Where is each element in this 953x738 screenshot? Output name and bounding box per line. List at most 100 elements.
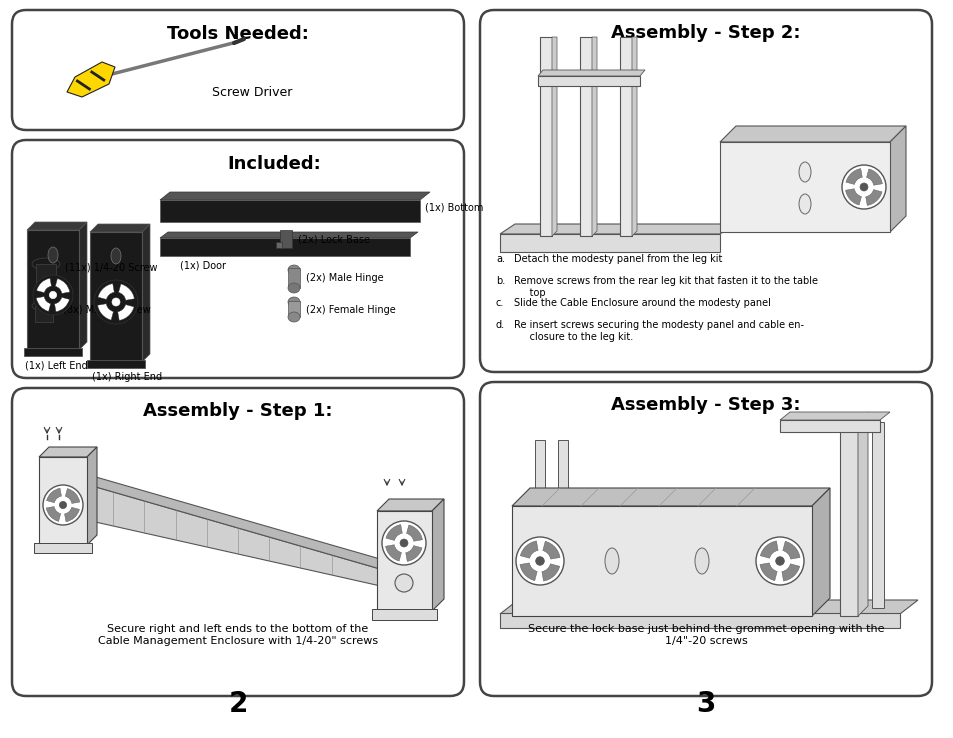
FancyBboxPatch shape (90, 232, 142, 362)
Text: Assembly - Step 1:: Assembly - Step 1: (143, 402, 333, 420)
Circle shape (94, 280, 138, 324)
Ellipse shape (695, 548, 708, 574)
Wedge shape (97, 304, 113, 320)
Polygon shape (720, 126, 905, 142)
FancyBboxPatch shape (512, 506, 811, 616)
Ellipse shape (48, 247, 58, 263)
Wedge shape (47, 489, 61, 503)
Polygon shape (82, 483, 394, 589)
Text: Remove screws from the rear leg kit that fasten it to the table
     top: Remove screws from the rear leg kit that… (514, 276, 817, 297)
Circle shape (755, 537, 803, 585)
Text: b.: b. (496, 276, 505, 286)
Text: (1x) Door: (1x) Door (180, 261, 226, 271)
FancyBboxPatch shape (619, 37, 631, 236)
Polygon shape (39, 447, 97, 457)
Polygon shape (160, 232, 417, 238)
Wedge shape (541, 564, 559, 581)
Wedge shape (782, 541, 800, 559)
Ellipse shape (604, 548, 618, 574)
Text: (2x) Male Hinge: (2x) Male Hinge (306, 273, 383, 283)
FancyBboxPatch shape (39, 457, 87, 545)
Polygon shape (499, 224, 734, 234)
Wedge shape (385, 545, 401, 561)
Polygon shape (592, 37, 597, 236)
Circle shape (775, 556, 783, 565)
Text: (1x) Right End: (1x) Right End (91, 372, 162, 382)
Ellipse shape (32, 258, 60, 270)
Ellipse shape (288, 283, 299, 293)
FancyBboxPatch shape (479, 10, 931, 372)
FancyBboxPatch shape (36, 264, 56, 282)
Ellipse shape (288, 297, 299, 307)
Text: Secure the lock base just behind the grommet opening with the
1/4"-20 screws: Secure the lock base just behind the gro… (527, 624, 883, 646)
Wedge shape (519, 541, 537, 558)
Wedge shape (98, 283, 114, 300)
Wedge shape (781, 564, 799, 581)
Circle shape (536, 556, 544, 565)
FancyBboxPatch shape (871, 422, 883, 608)
Ellipse shape (799, 162, 810, 182)
FancyBboxPatch shape (499, 613, 899, 628)
FancyBboxPatch shape (535, 440, 544, 614)
Polygon shape (142, 224, 150, 362)
Circle shape (381, 521, 426, 565)
FancyBboxPatch shape (87, 360, 145, 368)
Circle shape (399, 539, 408, 547)
FancyBboxPatch shape (579, 37, 592, 236)
Polygon shape (160, 192, 430, 200)
FancyBboxPatch shape (12, 140, 463, 378)
Text: (1x) Bottom: (1x) Bottom (424, 202, 483, 212)
Ellipse shape (32, 301, 56, 311)
Ellipse shape (288, 312, 299, 322)
Circle shape (33, 275, 73, 315)
FancyBboxPatch shape (160, 238, 410, 256)
FancyBboxPatch shape (539, 37, 552, 236)
Wedge shape (118, 284, 134, 300)
FancyBboxPatch shape (27, 230, 79, 350)
FancyBboxPatch shape (288, 268, 299, 288)
Circle shape (841, 165, 885, 209)
FancyBboxPatch shape (840, 422, 857, 616)
Ellipse shape (799, 194, 810, 214)
FancyBboxPatch shape (12, 10, 463, 130)
FancyBboxPatch shape (24, 348, 82, 356)
FancyBboxPatch shape (376, 511, 432, 611)
FancyBboxPatch shape (275, 242, 282, 248)
Wedge shape (55, 278, 70, 294)
Wedge shape (405, 545, 421, 562)
Text: (8x) M5x10 Screw: (8x) M5x10 Screw (63, 305, 151, 315)
Circle shape (43, 485, 83, 525)
Polygon shape (499, 600, 917, 614)
FancyBboxPatch shape (280, 230, 292, 248)
Polygon shape (79, 222, 87, 350)
Text: Detach the modesty panel from the leg kit: Detach the modesty panel from the leg ki… (514, 254, 721, 264)
Text: Secure right and left ends to the bottom of the
Cable Management Enclosure with : Secure right and left ends to the bottom… (98, 624, 377, 646)
FancyBboxPatch shape (12, 388, 463, 696)
Text: Slide the Cable Enclosure around the modesty panel: Slide the Cable Enclosure around the mod… (514, 298, 770, 308)
Text: (1x) Left End: (1x) Left End (25, 360, 88, 370)
Wedge shape (36, 278, 51, 293)
Text: Assembly - Step 2:: Assembly - Step 2: (611, 24, 800, 42)
FancyBboxPatch shape (558, 440, 567, 614)
FancyBboxPatch shape (720, 142, 889, 232)
Text: c.: c. (496, 298, 504, 308)
Polygon shape (82, 473, 394, 573)
Polygon shape (376, 499, 443, 511)
Wedge shape (65, 489, 80, 503)
Wedge shape (760, 563, 777, 581)
Wedge shape (845, 168, 862, 184)
Wedge shape (406, 525, 422, 541)
Wedge shape (865, 169, 882, 185)
Text: (2x) Female Hinge: (2x) Female Hinge (306, 305, 395, 315)
FancyBboxPatch shape (479, 382, 931, 696)
Text: Screw Driver: Screw Driver (212, 86, 292, 98)
Text: d.: d. (496, 320, 504, 330)
Circle shape (395, 574, 413, 592)
Polygon shape (537, 70, 644, 76)
FancyBboxPatch shape (372, 609, 436, 620)
Wedge shape (46, 506, 61, 522)
Text: 2: 2 (228, 690, 248, 718)
Text: a.: a. (496, 254, 504, 264)
Circle shape (112, 298, 120, 306)
Circle shape (59, 501, 67, 508)
